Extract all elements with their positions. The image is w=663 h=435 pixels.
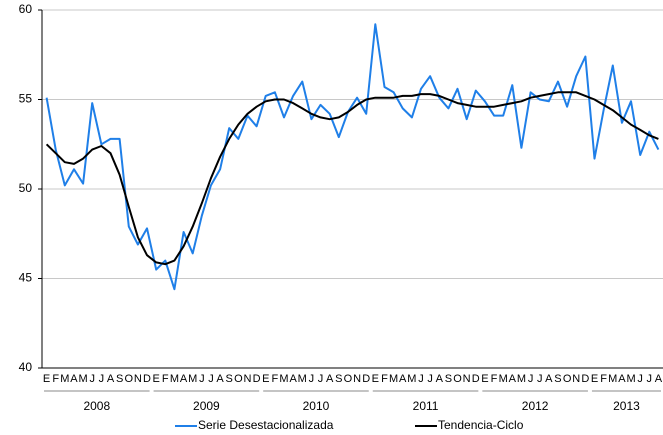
y-tick-label: 45 [19,271,33,285]
x-tick-label: O [344,373,353,385]
year-label: 2009 [193,399,220,413]
x-tick-label: S [116,373,123,385]
x-tick-label: A [545,373,553,385]
x-tick-label: D [143,373,151,385]
legend-label: Tendencia-Ciclo [438,418,524,432]
x-tick-label: E [591,373,598,385]
x-tick-label: A [216,373,224,385]
x-tick-label: O [563,373,572,385]
x-tick-label: N [134,373,142,385]
x-tick-label: E [43,373,50,385]
x-tick-label: M [79,373,88,385]
x-tick-label: D [253,373,261,385]
x-tick-label: F [272,373,279,385]
y-tick-label: 40 [19,360,33,374]
year-label: 2010 [303,399,330,413]
x-tick-label: F [162,373,169,385]
x-tick-label: J [99,373,105,385]
x-tick-label: J [89,373,95,385]
x-tick-label: M [499,373,508,385]
x-tick-label: M [626,373,635,385]
x-tick-label: O [124,373,133,385]
y-tick-label: 55 [19,92,33,106]
x-tick-label: M [389,373,398,385]
x-tick-label: J [318,373,324,385]
x-tick-label: J [528,373,534,385]
x-tick-label: M [188,373,197,385]
y-tick-label: 60 [19,2,33,16]
x-tick-label: J [427,373,433,385]
x-tick-label: A [436,373,444,385]
x-tick-label: A [107,373,115,385]
x-tick-label: J [537,373,543,385]
x-tick-label: M [608,373,617,385]
x-tick-label: A [289,373,297,385]
x-tick-label: A [326,373,334,385]
year-label: 2008 [83,399,110,413]
x-tick-label: S [554,373,561,385]
x-tick-label: F [600,373,607,385]
series-line [45,91,659,266]
x-tick-label: A [180,373,188,385]
x-tick-label: A [655,373,663,385]
year-label: 2011 [413,399,439,413]
x-tick-label: S [335,373,342,385]
x-tick-label: J [418,373,424,385]
x-tick-label: N [353,373,361,385]
x-tick-label: E [372,373,379,385]
x-tick-label: F [381,373,388,385]
x-tick-label: N [572,373,580,385]
legend-label: Serie Desestacionalizada [198,418,334,432]
x-tick-label: M [407,373,416,385]
y-tick-label: 50 [19,181,33,195]
x-tick-label: A [399,373,407,385]
x-tick-label: A [509,373,517,385]
series-line [45,23,660,291]
x-tick-label: F [52,373,59,385]
x-tick-label: S [226,373,233,385]
x-tick-label: J [647,373,653,385]
x-tick-label: A [618,373,626,385]
year-label: 2012 [522,399,549,413]
x-tick-label: E [262,373,269,385]
x-tick-label: M [60,373,69,385]
x-tick-label: F [491,373,498,385]
x-tick-label: J [199,373,205,385]
x-tick-label: S [445,373,452,385]
x-tick-label: D [581,373,589,385]
year-label: 2013 [613,399,640,413]
x-tick-label: N [244,373,252,385]
x-tick-label: D [362,373,370,385]
x-tick-label: N [463,373,471,385]
x-tick-label: J [309,373,315,385]
x-tick-label: M [279,373,288,385]
x-tick-label: M [298,373,307,385]
x-tick-label: E [481,373,488,385]
x-tick-label: M [517,373,526,385]
x-tick-label: O [234,373,243,385]
x-tick-label: J [208,373,214,385]
x-tick-label: M [170,373,179,385]
x-tick-label: D [472,373,480,385]
x-tick-label: E [152,373,159,385]
x-tick-label: A [70,373,78,385]
x-tick-label: J [637,373,643,385]
x-tick-label: O [453,373,462,385]
